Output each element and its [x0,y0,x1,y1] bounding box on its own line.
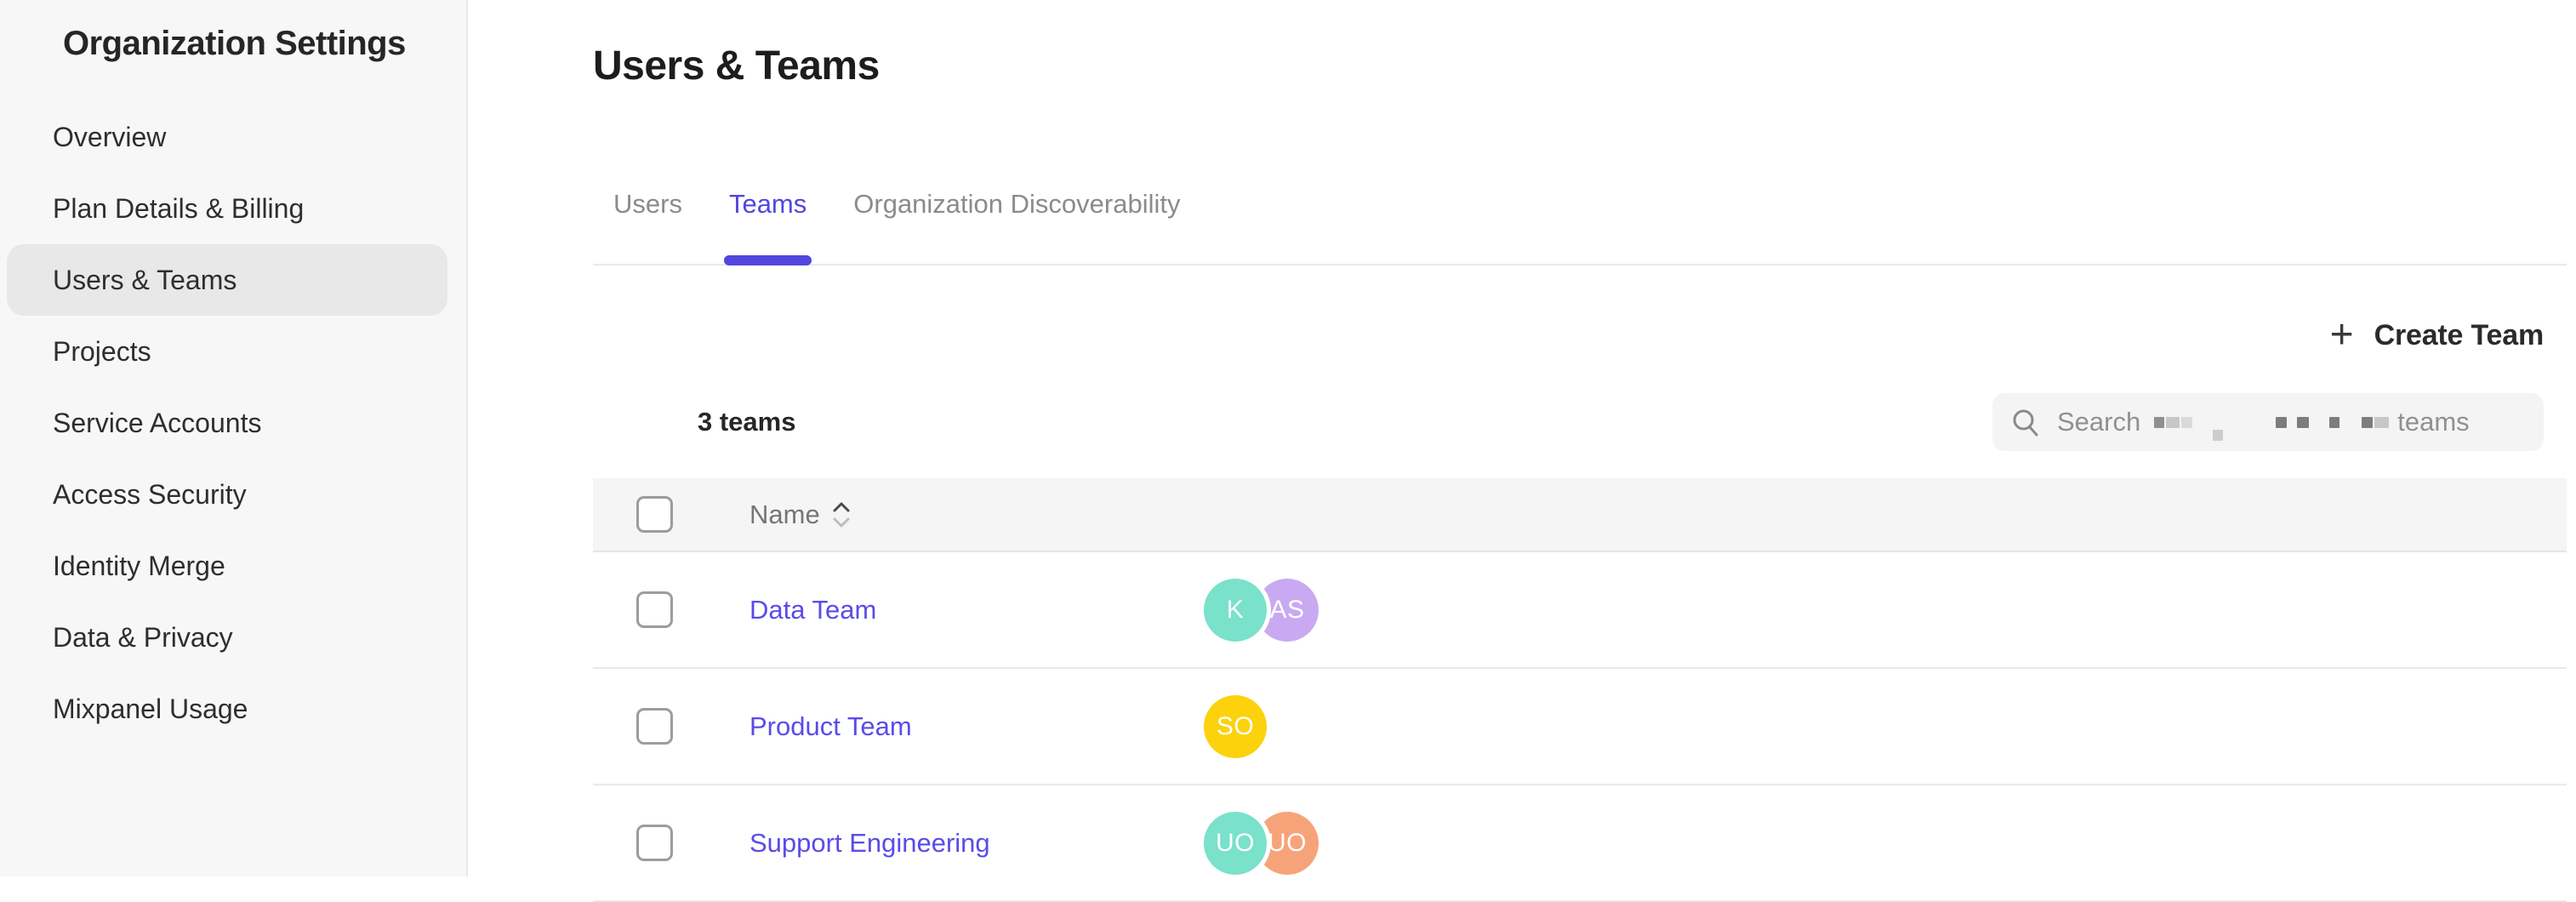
sidebar: Organization Settings Overview Plan Deta… [0,0,468,876]
team-name-cell: Data Team [749,595,1204,625]
toolbar: + Create Team [593,312,2545,357]
select-all-checkbox[interactable] [636,496,673,533]
sidebar-title: Organization Settings [63,25,406,62]
page-title: Users & Teams [593,43,880,88]
tab-bar: Users Teams Organization Discoverability [593,189,2567,265]
row-checkbox[interactable] [636,591,673,628]
redacted-block [2329,416,2340,428]
sidebar-item-data-privacy[interactable]: Data & Privacy [53,621,233,653]
avatar: UO [1204,811,1267,875]
tab-teams[interactable]: Teams [723,189,812,265]
tab-users[interactable]: Users [613,189,682,219]
main-content: Users & Teams Users Teams Organization D… [470,0,2576,902]
tab-organization-discoverability[interactable]: Organization Discoverability [853,189,1181,219]
sidebar-item-projects[interactable]: Projects [53,335,151,367]
plus-icon: + [2329,312,2354,357]
list-controls: 3 teams Search teams [593,393,2544,451]
row-checkbox[interactable] [636,825,673,861]
team-link-support-engineering[interactable]: Support Engineering [749,827,990,858]
row-checkbox[interactable] [636,708,673,745]
table-row: Data Team K AS [593,552,2567,669]
redacted-block [2181,416,2193,428]
search-icon [2013,409,2038,437]
search-placeholder: Search teams [2057,407,2470,441]
team-name-cell: Support Engineering [749,828,1204,859]
table-header-row: Name [593,478,2567,552]
sidebar-item-plan-details-billing[interactable]: Plan Details & Billing [53,192,305,224]
member-avatars: K AS [1204,578,1319,642]
sort-icon [833,502,850,527]
sidebar-nav: Overview Plan Details & Billing Users & … [0,101,466,745]
teams-count: 3 teams [698,407,796,437]
member-avatars: SO [1204,694,1267,758]
column-header-name[interactable]: Name [749,500,851,530]
team-name-cell: Product Team [749,711,1204,742]
redacted-block [2154,416,2165,428]
search-input[interactable]: Search teams [1992,393,2544,451]
redacted-block [2297,416,2310,428]
redacted-block [2213,429,2224,441]
avatar: SO [1204,694,1267,758]
table-row: Product Team SO [593,669,2567,785]
team-link-product-team[interactable]: Product Team [749,711,912,741]
member-avatars: UO UO [1204,811,1319,875]
sidebar-item-overview[interactable]: Overview [53,121,167,152]
team-link-data-team[interactable]: Data Team [749,594,877,625]
teams-table: Name Data Team K AS Product Team [593,478,2567,902]
sidebar-item-mixpanel-usage[interactable]: Mixpanel Usage [53,693,248,724]
sidebar-item-access-security[interactable]: Access Security [53,478,247,510]
redacted-block [2362,416,2374,428]
redacted-block [2374,416,2390,428]
create-team-button[interactable]: + Create Team [2329,312,2545,357]
sidebar-item-identity-merge[interactable]: Identity Merge [53,550,225,581]
avatar: K [1204,578,1267,642]
sidebar-item-service-accounts[interactable]: Service Accounts [53,407,262,438]
redacted-block [2276,416,2288,428]
redacted-block [2166,416,2180,428]
sidebar-item-users-teams[interactable]: Users & Teams [7,244,447,316]
table-row: Support Engineering UO UO [593,785,2567,902]
